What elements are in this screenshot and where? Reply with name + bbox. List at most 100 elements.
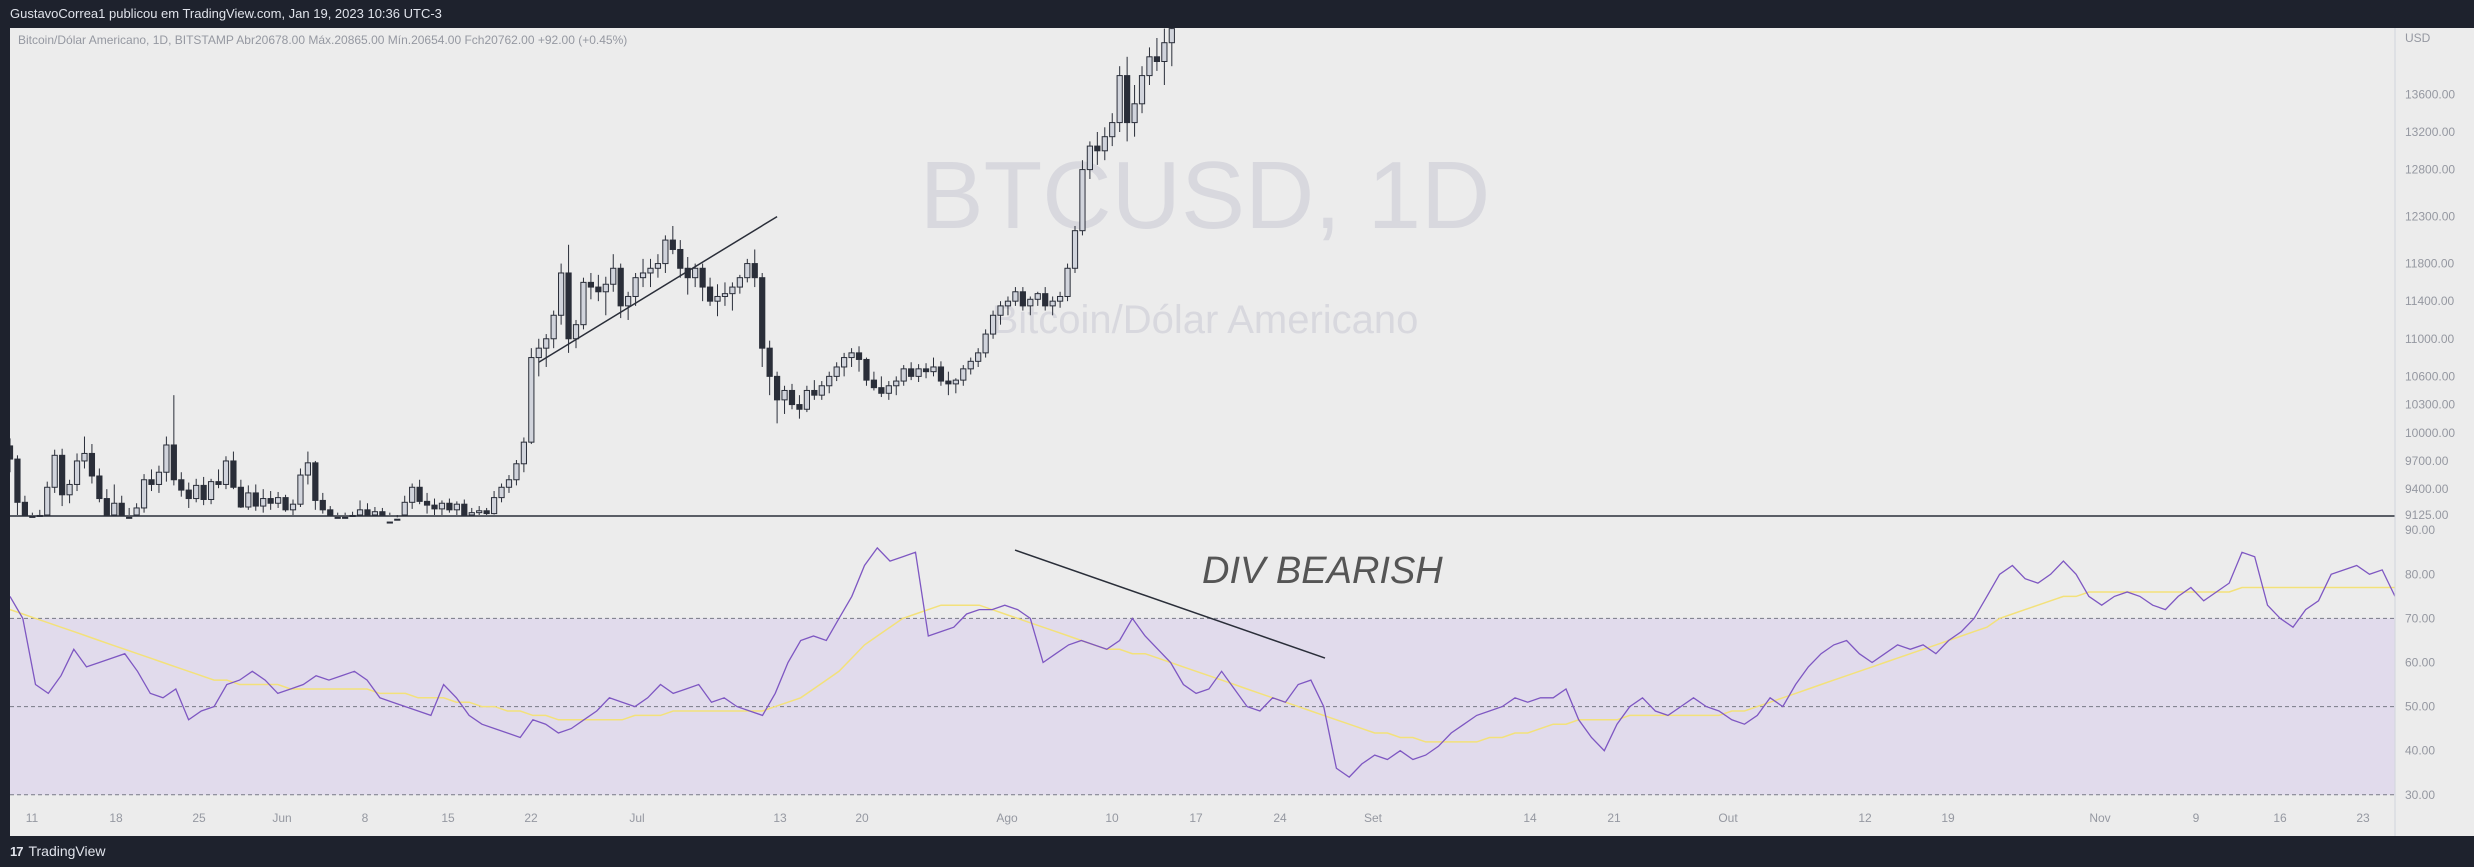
candle bbox=[1042, 287, 1049, 311]
candle-body bbox=[386, 521, 393, 524]
candle-body bbox=[580, 281, 587, 326]
candle-body bbox=[103, 498, 110, 516]
candle bbox=[1161, 28, 1168, 85]
candle bbox=[811, 380, 818, 400]
candle-body bbox=[1153, 56, 1161, 62]
time-tick-label: Jun bbox=[272, 811, 291, 825]
price-tick-label: 10600.00 bbox=[2405, 369, 2455, 383]
candle bbox=[275, 491, 282, 508]
time-axis: 11 18 25 Jun 8 15 22 Jul 13 20 Ago 10 17 24 Set 14 21 Out… bbox=[26, 811, 2370, 825]
candle-body bbox=[602, 283, 609, 293]
price-tick-label: 11800.00 bbox=[2405, 257, 2454, 271]
candle bbox=[729, 282, 736, 311]
candle-body bbox=[922, 368, 930, 373]
candle-body bbox=[744, 263, 751, 279]
candle bbox=[1116, 66, 1123, 132]
candle-body bbox=[1049, 300, 1056, 307]
candle-body bbox=[625, 295, 632, 307]
candle-body bbox=[811, 389, 818, 396]
time-tick-label: 19 bbox=[1941, 811, 1955, 825]
candle-body bbox=[677, 248, 684, 269]
candle bbox=[662, 235, 669, 273]
candle bbox=[356, 500, 364, 516]
candle-body bbox=[409, 486, 416, 503]
candle bbox=[461, 499, 468, 516]
candle bbox=[1146, 47, 1153, 85]
rsi-tick-label: 40.00 bbox=[2405, 744, 2435, 758]
candle-body bbox=[796, 404, 803, 410]
candle bbox=[96, 468, 103, 503]
candle bbox=[1071, 225, 1079, 273]
price-tick-label: 13600.00 bbox=[2405, 87, 2455, 101]
tradingview-logo[interactable]: 17 TradingView bbox=[10, 836, 106, 867]
candle-body bbox=[550, 314, 557, 340]
candle bbox=[476, 506, 483, 515]
time-tick-label: 16 bbox=[2273, 811, 2287, 825]
candle bbox=[520, 437, 527, 473]
candle-body bbox=[714, 295, 721, 302]
candle-body bbox=[833, 366, 840, 377]
rsi-tick-label: 70.00 bbox=[2405, 611, 2435, 625]
candle-body bbox=[282, 497, 289, 511]
candle bbox=[386, 512, 393, 524]
candle bbox=[1064, 263, 1071, 302]
candle-body bbox=[170, 444, 177, 481]
candle bbox=[163, 436, 170, 482]
candle-body bbox=[826, 375, 833, 387]
candle bbox=[185, 482, 192, 508]
candle bbox=[431, 498, 438, 515]
candle bbox=[126, 507, 133, 519]
candle-body bbox=[483, 510, 490, 515]
candle bbox=[103, 489, 110, 516]
candle bbox=[1101, 127, 1108, 161]
candle-body bbox=[692, 267, 699, 279]
candle-body bbox=[401, 501, 408, 516]
candle bbox=[759, 272, 766, 367]
candle bbox=[550, 310, 557, 349]
candle-body bbox=[21, 501, 29, 516]
chart-area[interactable]: BTCUSD, 1D Bitcoin/Dólar Americano Bitcoin… bbox=[10, 28, 2474, 836]
candle-body bbox=[1027, 298, 1034, 307]
candle bbox=[706, 277, 714, 306]
candle-body bbox=[885, 385, 892, 394]
candle bbox=[848, 348, 855, 367]
rsi-line bbox=[10, 546, 2396, 778]
candle-body bbox=[498, 486, 505, 499]
candle-body bbox=[721, 293, 729, 297]
candle bbox=[1131, 84, 1138, 137]
candle bbox=[81, 436, 88, 469]
candle-body bbox=[36, 514, 43, 517]
rsi-pane: DIV BEARISH bbox=[10, 546, 2396, 796]
candle-body bbox=[1138, 75, 1146, 105]
candle-body bbox=[126, 516, 133, 519]
candle bbox=[736, 274, 743, 294]
candle-body bbox=[1146, 56, 1153, 77]
candle-body bbox=[543, 338, 550, 349]
candle-body bbox=[1064, 267, 1071, 297]
candle bbox=[88, 444, 96, 484]
candle bbox=[952, 378, 959, 394]
candle bbox=[863, 357, 870, 386]
candle bbox=[893, 376, 900, 396]
candle bbox=[937, 361, 945, 386]
time-tick-label: Out bbox=[1718, 811, 1738, 825]
candle-body bbox=[1034, 293, 1041, 300]
candle bbox=[297, 468, 304, 508]
candle bbox=[245, 485, 252, 510]
chart-svg[interactable]: BTCUSD, 1D Bitcoin/Dólar Americano Bitcoin… bbox=[10, 28, 2474, 836]
candle bbox=[483, 507, 490, 515]
time-tick-label: 23 bbox=[2356, 811, 2370, 825]
candle-body bbox=[44, 486, 51, 516]
candle-body bbox=[587, 281, 595, 288]
candle-body bbox=[766, 347, 773, 377]
candle bbox=[490, 491, 498, 515]
candle bbox=[282, 494, 289, 512]
candle-body bbox=[639, 272, 647, 279]
candle bbox=[595, 274, 602, 302]
candle bbox=[744, 258, 751, 283]
time-tick-label: 10 bbox=[1105, 811, 1119, 825]
candle bbox=[423, 492, 431, 514]
candle-body bbox=[893, 380, 900, 387]
candle-body bbox=[468, 512, 475, 516]
candle-body bbox=[14, 458, 21, 503]
